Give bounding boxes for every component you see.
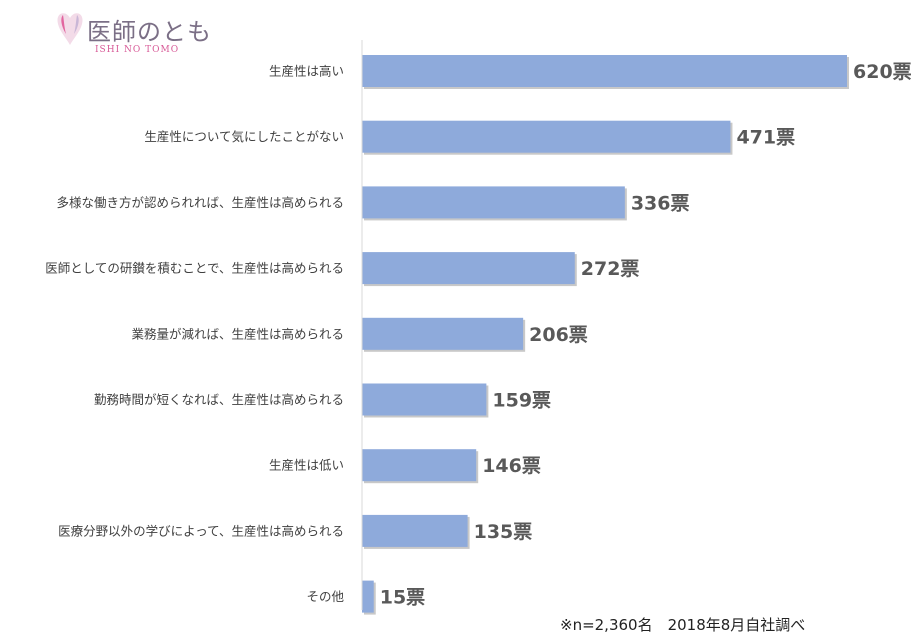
bars: [362, 55, 849, 615]
category-label: その他: [306, 589, 344, 604]
data-label: 146票: [482, 455, 541, 477]
data-label: 620票: [853, 61, 912, 83]
bar: [362, 252, 575, 285]
bar: [362, 383, 487, 416]
category-label: 多様な働き方が認められれば、生産性は高められる: [56, 195, 344, 210]
category-labels: 生産性は高い生産性について気にしたことがない多様な働き方が認められれば、生産性は…: [45, 64, 344, 605]
category-label: 医師としての研鑚を積むことで、生産性は高められる: [45, 261, 344, 276]
logo: 医師のとも ISHI NO TOMO: [55, 8, 225, 58]
data-label: 206票: [529, 324, 588, 346]
category-label: 医療分野以外の学びによって、生産性は高められる: [58, 523, 344, 538]
category-label: 勤務時間が短くなれば、生産性は高められる: [94, 392, 344, 407]
bar: [362, 449, 477, 482]
category-label: 生産性は低い: [269, 458, 344, 473]
category-label: 生産性について気にしたことがない: [144, 129, 344, 144]
category-label: 生産性は高い: [269, 64, 344, 79]
bar: [362, 55, 847, 87]
data-label: 15票: [380, 587, 425, 609]
category-label: 業務量が減れば、生産性は高められる: [131, 326, 344, 341]
data-label: 135票: [474, 521, 533, 543]
bar: [362, 514, 468, 547]
data-label: 336票: [631, 192, 690, 214]
bar: [362, 186, 625, 219]
heart-drop-icon: [57, 13, 83, 45]
bar: [362, 120, 731, 153]
bar: [362, 580, 374, 613]
data-label: 471票: [736, 127, 795, 149]
data-label: 159票: [492, 390, 551, 412]
footnote: ※n=2,360名 2018年8月自社調べ: [560, 616, 806, 634]
logo-title: 医師のとも: [87, 18, 212, 46]
bar: [362, 317, 524, 350]
data-label: 272票: [581, 258, 640, 280]
logo-subtitle: ISHI NO TOMO: [95, 45, 180, 55]
data-labels: 620票 471票 336票 272票 206票 159票 146票 135票 15票: [380, 61, 912, 609]
